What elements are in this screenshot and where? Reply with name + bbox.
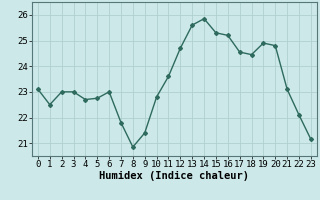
X-axis label: Humidex (Indice chaleur): Humidex (Indice chaleur) [100, 171, 249, 181]
